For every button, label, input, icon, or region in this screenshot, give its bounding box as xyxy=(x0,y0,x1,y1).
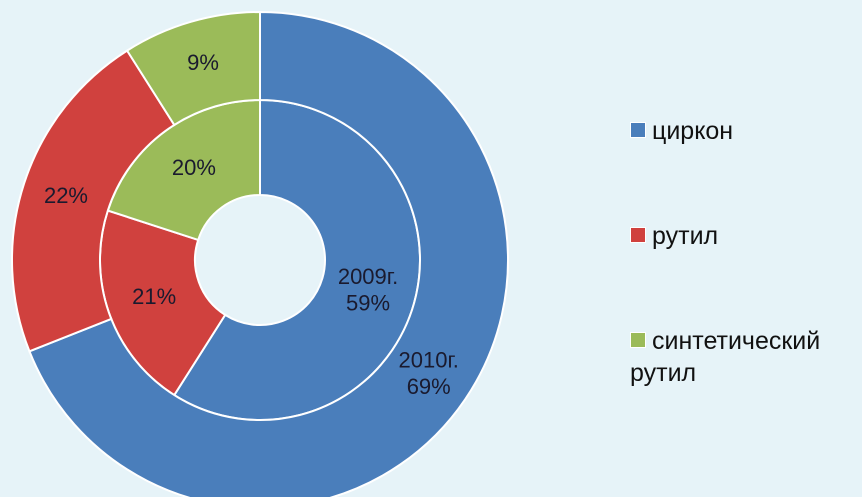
segment xyxy=(28,10,509,497)
data-label: 2009г. 59% xyxy=(338,264,398,315)
legend-item: синтетический рутил xyxy=(630,325,860,389)
series-name: 2009г. xyxy=(338,264,398,289)
legend-item: циркон xyxy=(630,115,860,147)
value-label: 22% xyxy=(44,183,88,208)
value-label: 59% xyxy=(346,290,390,315)
value-label: 9% xyxy=(187,50,219,75)
legend-label: рутил xyxy=(652,222,719,250)
legend-label: циркон xyxy=(652,117,734,145)
legend-swatch xyxy=(630,227,646,243)
legend-swatch xyxy=(630,122,646,138)
value-label: 20% xyxy=(172,155,216,180)
data-label: 2010г. 69% xyxy=(399,347,459,398)
value-label: 69% xyxy=(407,374,451,399)
value-label: 21% xyxy=(132,284,176,309)
legend-item: рутил xyxy=(630,220,860,252)
legend-label: синтетический рутил xyxy=(630,327,821,387)
segment xyxy=(11,49,176,353)
legend-swatch xyxy=(630,332,646,348)
segment xyxy=(125,10,261,127)
series-name: 2010г. xyxy=(399,347,459,372)
